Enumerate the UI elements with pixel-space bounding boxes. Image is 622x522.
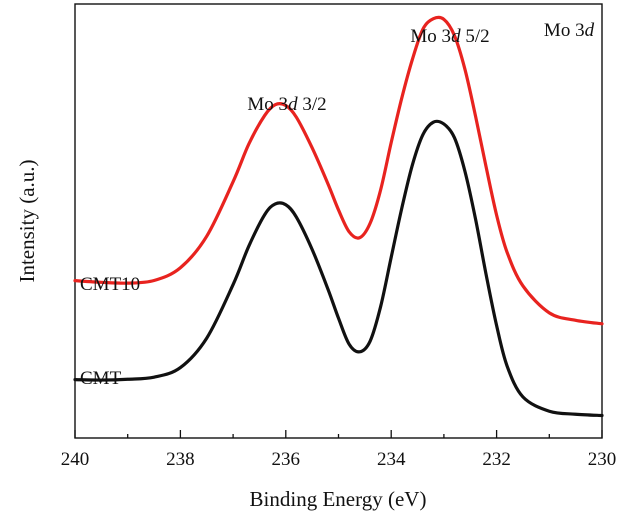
series-label-cmt10: CMT10 [80, 274, 140, 295]
x-tick-group [74, 430, 603, 438]
x-tick-label: 240 [61, 449, 90, 470]
series-line-cmt10 [73, 15, 604, 326]
plot-frame [74, 3, 603, 439]
series-line-cmt [73, 119, 604, 418]
x-tick-label: 230 [588, 449, 617, 470]
y-axis-title: Intensity (a.u.) [15, 159, 39, 282]
x-tick-label-group: 240 238 236 234 232 230 [61, 449, 617, 470]
series-group [73, 15, 604, 418]
x-tick-label: 236 [272, 449, 301, 470]
series-label-cmt: CMT [80, 368, 122, 389]
x-axis-title: Binding Energy (eV) [250, 487, 427, 511]
x-tick-label: 232 [482, 449, 511, 470]
x-tick-label: 234 [377, 449, 406, 470]
x-tick-label: 238 [166, 449, 195, 470]
annotation-mo-3d-5-2: Mo 3d 5/2 [410, 26, 489, 47]
annotation-mo-3d-3-2: Mo 3d 3/2 [247, 94, 326, 115]
annotation-mo-3d: Mo 3d [544, 20, 595, 41]
